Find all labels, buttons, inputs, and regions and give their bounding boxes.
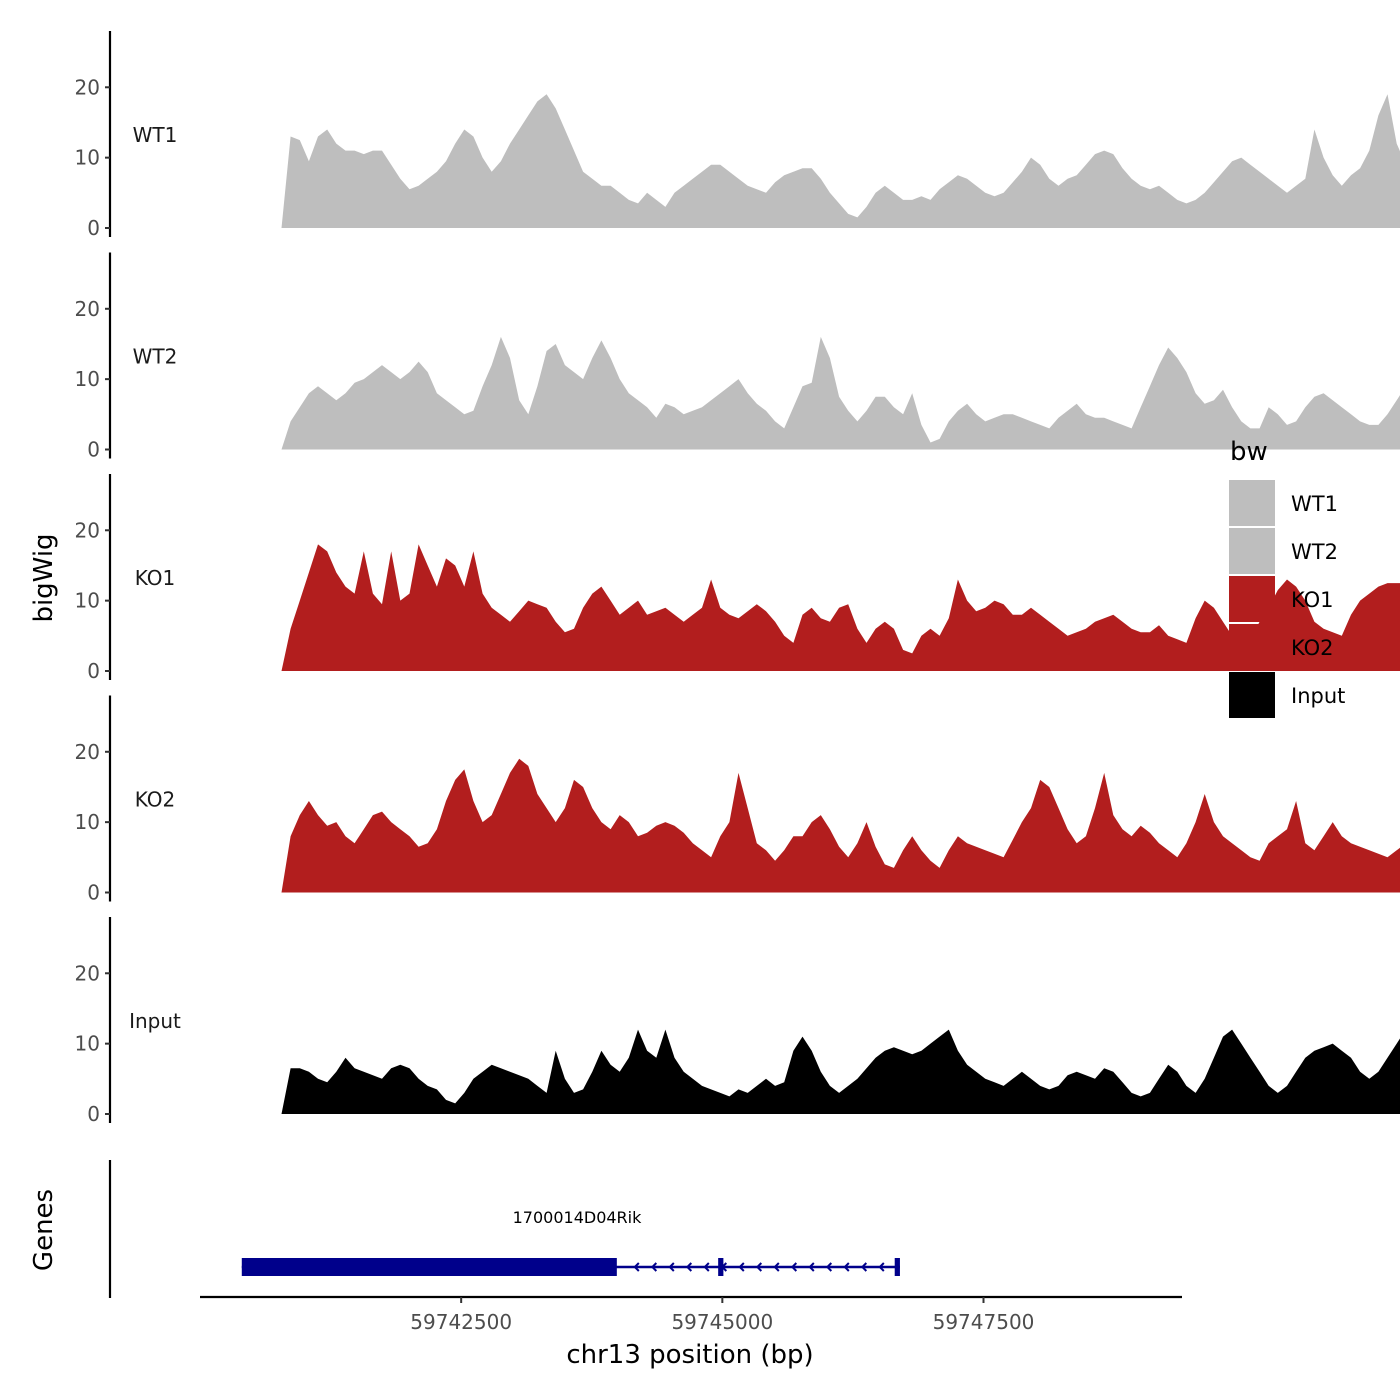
y-tick-label: 10	[75, 146, 100, 170]
track-wt1: 0 10 20 WT1	[75, 31, 1400, 240]
y-tick-label: 10	[75, 589, 100, 613]
gene-exon	[241, 1258, 617, 1276]
x-tick-label: 59742500	[410, 1310, 512, 1334]
legend-key-wt2	[1229, 528, 1275, 574]
coverage-area-wt2	[281, 336, 1400, 450]
strand-arrow	[843, 1262, 850, 1272]
track-label: WT1	[133, 123, 178, 147]
y-tick-label: 20	[75, 75, 100, 99]
legend-key-input	[1229, 672, 1275, 718]
gene-exon	[718, 1258, 724, 1276]
x-axis: 59742500 59745000 59747500	[200, 1295, 1182, 1334]
track-ko1: 0 10 20 KO1	[75, 474, 1400, 683]
legend-label-wt1: WT1	[1291, 492, 1338, 516]
gene-exon	[894, 1258, 900, 1276]
coverage-area-wt1	[281, 94, 1400, 228]
y-tick-label: 0	[87, 216, 100, 240]
track-label: KO1	[135, 566, 176, 590]
x-axis-title: chr13 position (bp)	[566, 1340, 813, 1370]
y-axis-title: bigWig	[29, 533, 59, 622]
track-ko2: 0 10 20 KO2	[75, 695, 1400, 905]
y-tick-label: 0	[87, 659, 100, 683]
legend-title: bw	[1230, 437, 1268, 467]
strand-arrow	[703, 1262, 710, 1272]
strand-arrow	[808, 1262, 815, 1272]
legend-label-input: Input	[1291, 684, 1345, 708]
strand-arrow	[790, 1262, 798, 1272]
legend: bw WT1 WT2 KO1 KO2 Input	[1229, 437, 1345, 718]
legend-key-ko1	[1229, 576, 1275, 622]
legend-label-wt2: WT2	[1291, 540, 1338, 564]
coverage-area-ko2	[281, 758, 1400, 893]
gene-panel: 1700014D04Rik	[108, 1160, 900, 1298]
strand-arrow	[633, 1262, 640, 1272]
strand-arrow	[755, 1262, 763, 1272]
x-tick-label: 59747500	[933, 1310, 1035, 1334]
strand-arrow	[773, 1262, 780, 1272]
strand-arrow	[738, 1262, 745, 1272]
strand-arrow	[668, 1262, 675, 1272]
track-label: Input	[129, 1009, 181, 1033]
strand-arrow	[825, 1262, 833, 1272]
y-tick-label: 20	[75, 961, 100, 985]
coverage-tracks: 0 10 20 WT1 0 10 20 WT2 0 10 20 KO1 0 10 20 KO2 0 10 20 Inp…	[75, 31, 1400, 1126]
y-tick-label: 20	[75, 740, 100, 764]
track-wt2: 0 10 20 WT2	[75, 252, 1400, 462]
gene-name-label: 1700014D04Rik	[513, 1208, 643, 1227]
coverage-area-input	[281, 1029, 1400, 1114]
legend-key-ko2	[1229, 624, 1275, 670]
y-tick-label: 10	[75, 1032, 100, 1056]
strand-arrow	[860, 1262, 868, 1272]
genes-axis-title: Genes	[29, 1189, 59, 1271]
y-tick-label: 20	[75, 518, 100, 542]
y-tick-label: 10	[75, 810, 100, 834]
legend-label-ko1: KO1	[1291, 588, 1334, 612]
coverage-area-ko1	[281, 544, 1400, 671]
x-tick-label: 59745000	[671, 1310, 773, 1334]
y-tick-label: 0	[87, 1102, 100, 1126]
track-label: KO2	[135, 788, 176, 812]
track-input: 0 10 20 Input	[75, 917, 1400, 1126]
strand-arrow	[878, 1262, 885, 1272]
strand-arrow	[650, 1262, 658, 1272]
track-label: WT2	[133, 345, 178, 369]
y-tick-label: 0	[87, 438, 100, 462]
legend-key-wt1	[1229, 480, 1275, 526]
y-tick-label: 10	[75, 367, 100, 391]
y-tick-label: 0	[87, 881, 100, 905]
y-tick-label: 20	[75, 297, 100, 321]
legend-label-ko2: KO2	[1291, 636, 1334, 660]
strand-arrow	[685, 1262, 693, 1272]
